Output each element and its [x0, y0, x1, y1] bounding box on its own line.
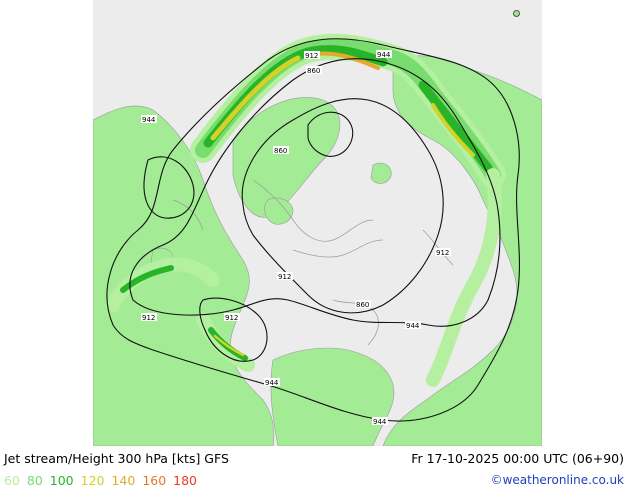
legend-item: 180	[173, 473, 198, 488]
contour-label: 860	[307, 67, 320, 75]
contour-labels: 944 912 944 860 860 912 912 860 912 912 …	[141, 50, 451, 426]
contour-label: 944	[406, 322, 420, 330]
contour-label: 944	[265, 379, 279, 387]
contour-label: 944	[377, 51, 391, 59]
height-contours	[106, 38, 520, 422]
map-marker-icon	[513, 10, 520, 17]
coastlines	[172, 179, 454, 346]
legend-item: 100	[49, 473, 74, 488]
contour-label: 912	[436, 249, 449, 257]
valid-time: Fr 17-10-2025 00:00 UTC (06+90)	[411, 451, 624, 466]
contour-label: 912	[142, 314, 155, 322]
map-panel: 944 912 944 860 860 912 912 860 912 912 …	[93, 0, 542, 446]
contour-label: 912	[225, 314, 238, 322]
jet-stream-map: 944 912 944 860 860 912 912 860 912 912 …	[93, 33, 542, 446]
legend-item: 160	[142, 473, 167, 488]
speed-legend: 60 80 100 120 140 160 180	[4, 473, 200, 488]
contour-label: 944	[142, 116, 156, 124]
contour-label: 912	[305, 52, 318, 60]
contour-label: 944	[373, 418, 387, 426]
land-masses	[93, 55, 542, 446]
legend-item: 80	[26, 473, 43, 488]
legend-item: 60	[4, 473, 20, 488]
contour-label: 860	[356, 301, 369, 309]
contour-label: 912	[278, 273, 291, 281]
legend-item: 120	[80, 473, 105, 488]
credit-link[interactable]: ©weatheronline.co.uk	[490, 473, 624, 487]
page-title: Jet stream/Height 300 hPa [kts] GFS	[4, 451, 229, 466]
contour-label: 860	[274, 147, 287, 155]
legend-item: 140	[111, 473, 136, 488]
